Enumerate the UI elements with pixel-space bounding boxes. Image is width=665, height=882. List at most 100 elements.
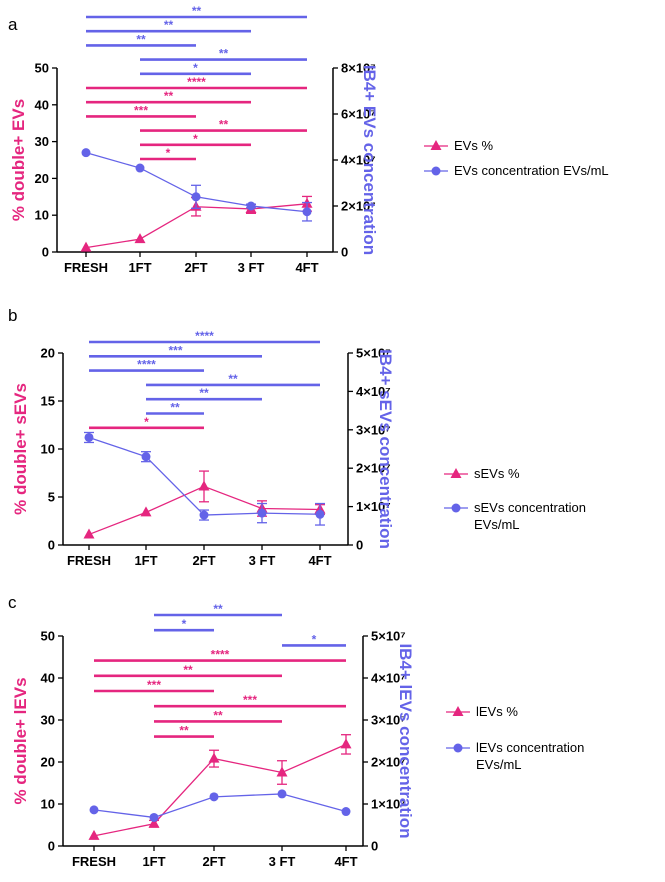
significance-label: ** — [213, 708, 223, 722]
data-point-triangle — [340, 738, 352, 749]
right-tick-label: 1×10⁷ — [371, 797, 406, 812]
data-point-triangle — [208, 752, 220, 763]
x-tick-label: 1FT — [134, 553, 157, 568]
data-point-circle — [209, 792, 219, 802]
left-tick-label: 40 — [35, 97, 49, 112]
left-axis-title: % double+ sEVs — [11, 383, 30, 515]
data-point-circle — [81, 148, 91, 158]
legend-label: sEVs concentration EVs/mL — [474, 500, 586, 532]
series-line — [93, 743, 347, 837]
right-tick-label: 5×10⁷ — [371, 629, 406, 644]
left-tick-label: 15 — [41, 394, 55, 409]
significance-label: ** — [219, 118, 229, 132]
right-tick-label: 6×10⁷ — [341, 107, 376, 122]
data-point-circle — [246, 201, 256, 211]
significance-label: * — [144, 415, 149, 429]
legend-label: EVs concentration EVs/mL — [454, 163, 609, 178]
significance-label: ** — [136, 32, 146, 46]
significance-label: * — [166, 146, 171, 160]
significance-label: *** — [168, 343, 182, 357]
x-tick-label: 3 FT — [269, 854, 296, 869]
x-tick-label: FRESH — [72, 854, 116, 869]
x-tick-label: 2FT — [184, 260, 207, 275]
right-tick-label: 4×10⁷ — [356, 384, 391, 399]
data-point-circle — [302, 207, 312, 217]
series-line — [93, 793, 347, 819]
right-tick-label: 3×10⁷ — [356, 422, 391, 437]
right-axis-title: IB4+ EVs concentration — [360, 65, 379, 255]
data-point-circle — [84, 432, 94, 442]
legend-label: EVs % — [454, 138, 493, 153]
left-tick-label: 30 — [41, 713, 55, 728]
legend-circle-marker — [451, 503, 461, 513]
data-point-triangle — [80, 241, 92, 252]
significance-label: * — [312, 632, 317, 646]
x-tick-label: FRESH — [67, 553, 111, 568]
left-tick-label: 50 — [41, 629, 55, 644]
right-tick-label: 0 — [356, 538, 363, 553]
right-tick-label: 0 — [371, 839, 378, 854]
significance-label: ** — [228, 372, 238, 386]
left-axis-title: % double+ EVs — [9, 99, 28, 221]
data-point-triangle — [140, 506, 152, 517]
left-tick-label: 0 — [48, 538, 55, 553]
data-point-circle — [135, 163, 145, 173]
left-tick-label: 20 — [41, 346, 55, 361]
significance-label: ** — [164, 18, 174, 32]
significance-label: * — [193, 61, 198, 75]
left-tick-label: 40 — [41, 671, 55, 686]
data-point-triangle — [148, 817, 160, 828]
right-tick-label: 8×10⁷ — [341, 61, 376, 76]
significance-label: ** — [170, 401, 180, 415]
significance-label: *** — [134, 103, 148, 117]
legend-triangle-marker — [450, 468, 462, 478]
x-tick-label: FRESH — [64, 260, 108, 275]
significance-label: ** — [183, 663, 193, 677]
data-point-circle — [191, 192, 201, 202]
data-point-circle — [315, 509, 325, 519]
legend-triangle-marker — [430, 140, 442, 150]
data-point-triangle — [88, 829, 100, 840]
panel-letter: c — [8, 593, 17, 612]
legend-circle-marker — [453, 743, 463, 753]
legend-circle-marker — [431, 166, 441, 176]
left-tick-label: 50 — [35, 61, 49, 76]
x-tick-label: 3 FT — [249, 553, 276, 568]
x-tick-label: 2FT — [202, 854, 225, 869]
left-tick-label: 0 — [48, 839, 55, 854]
x-tick-label: 3 FT — [238, 260, 265, 275]
legend-label: lEVs concentration EVs/mL — [476, 740, 584, 772]
panel-letter: b — [8, 306, 17, 325]
left-tick-label: 10 — [41, 797, 55, 812]
data-point-triangle — [134, 233, 146, 244]
data-point-circle — [149, 812, 159, 822]
significance-label: ** — [164, 89, 174, 103]
data-point-circle — [257, 508, 267, 518]
significance-label: ** — [199, 386, 209, 400]
x-tick-label: 4FT — [334, 854, 357, 869]
left-tick-label: 10 — [41, 442, 55, 457]
right-tick-label: 2×10⁷ — [341, 199, 376, 214]
panel-a: a 0 10 20 30 40 50 0 2×10⁷ 4×10⁷ 6×10⁷ 8×10⁷ FRESH 1F… — [8, 4, 609, 275]
significance-label: **** — [137, 358, 156, 372]
significance-label: *** — [243, 693, 257, 707]
panel-c: c 0 10 20 30 40 50 0 1×10⁷ 2×10⁷ 3×10⁷ 4×10⁷ 5×10⁷ FR… — [8, 593, 584, 869]
right-tick-label: 3×10⁷ — [371, 713, 406, 728]
significance-label: **** — [195, 329, 214, 343]
x-tick-label: 4FT — [308, 553, 331, 568]
right-axis-title: IB4+ lEVs concentration — [396, 643, 415, 838]
left-tick-label: 0 — [42, 245, 49, 260]
data-point-circle — [141, 452, 151, 462]
significance-label: ** — [219, 47, 229, 61]
data-point-circle — [89, 805, 99, 815]
right-tick-label: 5×10⁷ — [356, 346, 391, 361]
significance-label: **** — [211, 648, 230, 662]
legend-label: sEVs % — [474, 466, 520, 481]
right-tick-label: 2×10⁷ — [371, 755, 406, 770]
legend-triangle-marker — [452, 706, 464, 716]
significance-label: **** — [187, 75, 206, 89]
left-tick-label: 10 — [35, 208, 49, 223]
data-point-circle — [277, 789, 287, 799]
x-tick-label: 2FT — [192, 553, 215, 568]
